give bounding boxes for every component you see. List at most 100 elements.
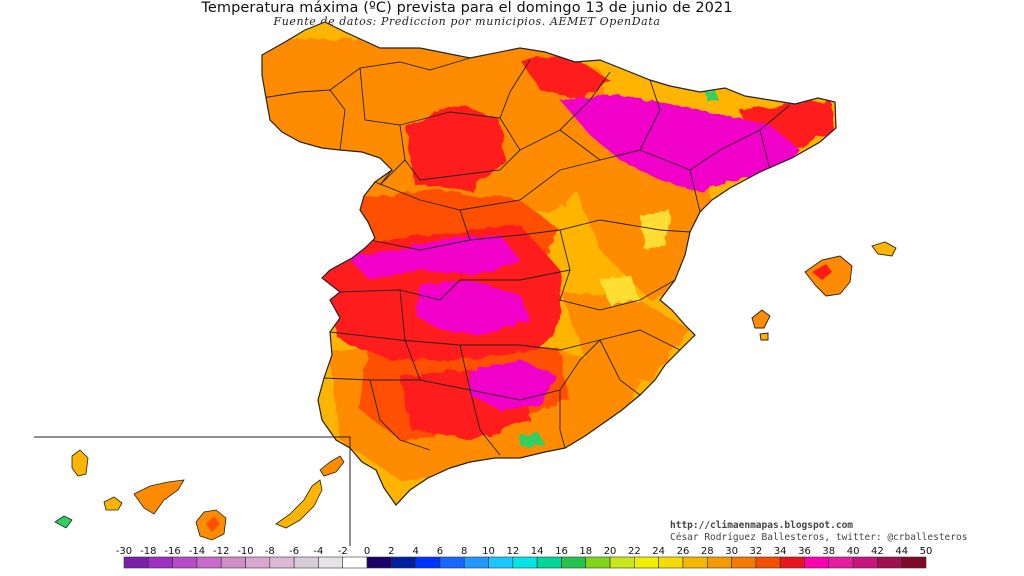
legend-swatch <box>634 556 659 569</box>
province-border <box>559 229 676 311</box>
legend-label: 50 <box>920 546 933 557</box>
legend-swatch <box>245 556 271 569</box>
legend-label: -16 <box>164 546 180 557</box>
temperature-zone-very-hot <box>812 264 832 280</box>
el-hierro <box>54 515 73 529</box>
legend-label: -6 <box>289 546 299 557</box>
legend-label: -12 <box>213 546 229 557</box>
province-border <box>329 57 471 91</box>
legend-label: 12 <box>506 546 519 557</box>
legend-label: -10 <box>237 546 253 557</box>
legend-label: 2 <box>388 546 394 557</box>
legend-label: 6 <box>437 546 443 557</box>
legend-swatch <box>342 556 368 569</box>
province-border <box>369 379 431 451</box>
temperature-zone-extreme <box>345 235 520 280</box>
temperature-zone-warm <box>560 150 720 300</box>
legend-label: 40 <box>847 546 860 557</box>
legend-label: -4 <box>313 546 323 557</box>
province-border <box>323 377 471 391</box>
province-border <box>689 169 701 213</box>
legend-swatch <box>318 556 344 569</box>
legend-label: 34 <box>774 546 787 557</box>
province-border <box>559 390 566 449</box>
formentera <box>759 332 769 341</box>
legend-boxes <box>123 556 927 569</box>
temperature-zone-cool <box>600 275 640 305</box>
temperature-zone-very-hot <box>405 105 505 190</box>
province-border <box>399 289 421 381</box>
legend-label: 42 <box>871 546 884 557</box>
legend-label: 32 <box>750 546 763 557</box>
canary-islands <box>54 449 345 541</box>
legend-label: 26 <box>677 546 690 557</box>
legend-swatch <box>901 556 927 569</box>
temperature-zone-warm <box>560 290 690 380</box>
temperature-zone-extreme <box>415 280 530 335</box>
legend-swatch <box>779 556 805 569</box>
legend-label: -2 <box>338 546 348 557</box>
legend-swatch <box>172 556 198 569</box>
legend-swatch <box>220 556 246 569</box>
legend-label: 30 <box>725 546 738 557</box>
legend-label: 8 <box>461 546 467 557</box>
legend-swatch <box>561 556 587 569</box>
legend-swatch <box>536 556 562 569</box>
province-borders <box>262 57 791 456</box>
legend-label: 16 <box>555 546 568 557</box>
ibiza <box>751 309 771 329</box>
legend-swatch <box>123 556 149 569</box>
legend-swatch <box>852 556 878 569</box>
legend-swatch <box>391 556 416 569</box>
legend-label: 36 <box>798 546 811 557</box>
temperature-zone-cold <box>705 90 718 102</box>
legend-swatch <box>196 556 222 569</box>
legend-swatch <box>148 556 173 569</box>
legend-label: -18 <box>140 546 156 557</box>
legend-swatch <box>755 556 781 569</box>
legend-swatch <box>269 556 295 569</box>
province-border <box>599 339 641 396</box>
legend-label: -14 <box>189 546 205 557</box>
province-border <box>339 269 571 301</box>
fuerteventura <box>275 479 323 529</box>
province-border <box>404 117 521 181</box>
province-border <box>639 104 791 171</box>
legend-label: 14 <box>531 546 544 557</box>
legend-labels: -30 -18 -16 -14 -12 -10 -8 -6 -4 -2 0 2 4 6 8 10 12 14 16 1… <box>116 546 933 557</box>
province-border <box>469 389 501 456</box>
legend-swatch <box>488 556 514 569</box>
legend-label: -30 <box>116 546 132 557</box>
legend-label: 10 <box>482 546 495 557</box>
map-subtitle: Fuente de datos: Prediccion por municipi… <box>273 15 661 28</box>
legend-label: 22 <box>628 546 641 557</box>
legend-swatch <box>585 556 611 569</box>
legend-swatch <box>804 556 830 569</box>
province-border <box>329 329 681 351</box>
temperature-zone-cold <box>518 432 545 448</box>
legend-swatch <box>706 556 732 569</box>
legend-swatch <box>877 556 902 569</box>
la-gomera <box>103 496 123 511</box>
temperature-zone-cool <box>640 210 670 250</box>
peninsula-outline <box>261 21 837 506</box>
temperature-zone-hot <box>206 516 220 532</box>
legend-swatch <box>658 556 684 569</box>
province-border <box>374 159 601 211</box>
temperature-zone-extreme <box>560 95 800 192</box>
legend-swatch <box>415 556 441 569</box>
peninsula-fill <box>262 22 836 505</box>
province-border <box>759 129 771 171</box>
map-title: Temperatura máxima (ºC) prevista para el… <box>201 0 733 16</box>
legend-swatch <box>366 556 392 569</box>
legend-label: 20 <box>604 546 617 557</box>
legend-swatch <box>293 556 319 569</box>
legend-label: 24 <box>652 546 665 557</box>
legend-label: 44 <box>895 546 908 557</box>
legend-label: 18 <box>579 546 592 557</box>
province-border <box>519 71 611 151</box>
canary-inset-frame <box>34 436 351 546</box>
legend-swatch <box>463 556 489 569</box>
